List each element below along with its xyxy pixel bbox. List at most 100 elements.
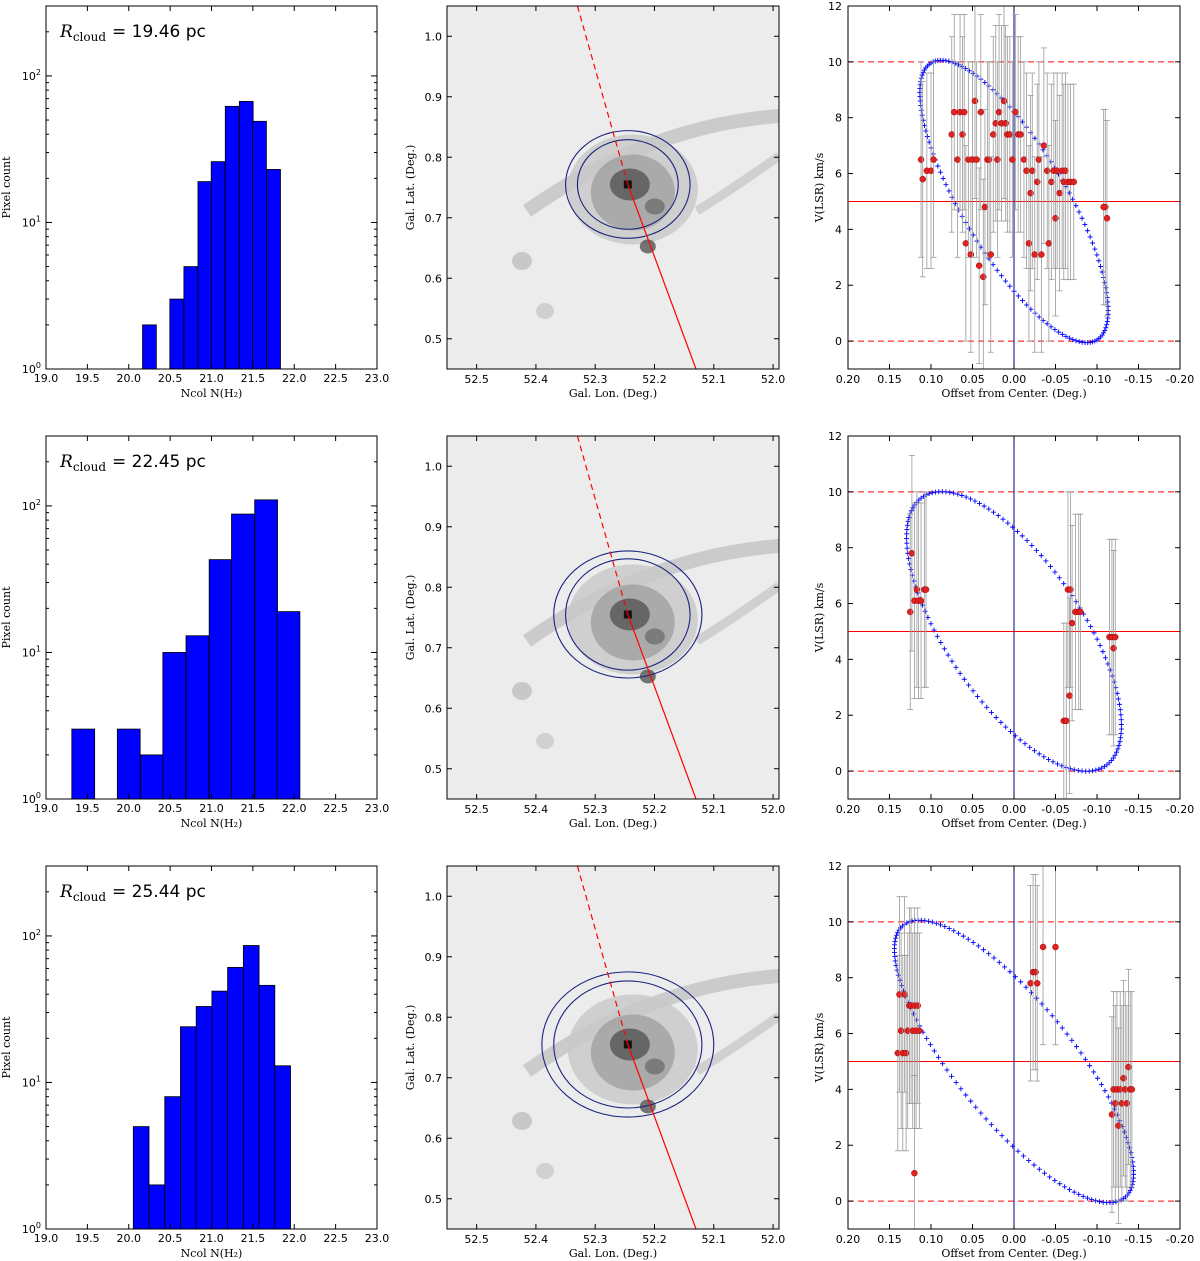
y-tick-label: 6 <box>835 598 842 611</box>
ellipse-marker <box>943 489 949 495</box>
ellipse-marker <box>1047 1174 1053 1180</box>
data-point <box>930 156 937 163</box>
data-point <box>1062 167 1069 174</box>
data-point <box>977 108 985 116</box>
ellipse-marker <box>994 1127 1000 1133</box>
ellipse-marker <box>1015 293 1021 299</box>
ellipse-marker <box>1118 726 1124 732</box>
x-tick-label: 0.15 <box>877 803 902 816</box>
ellipse-marker <box>1052 327 1058 333</box>
ellipse-marker <box>935 1054 941 1060</box>
panel-1-1: 19.0 19.5 20.0 20.5 21.0 21.5 22.0 22.5 23.0 100 1… <box>0 5 389 400</box>
y-tick-label: 0 <box>835 335 842 348</box>
x-tick-label: -0.10 <box>1083 803 1111 816</box>
filament <box>694 582 779 645</box>
ellipse-marker <box>1116 742 1122 748</box>
ellipse-marker <box>1118 730 1124 736</box>
ellipse-marker <box>1038 553 1044 559</box>
y-tick-label: 8 <box>835 112 842 125</box>
histogram-bar <box>252 120 267 370</box>
x-tick-label: 23.0 <box>365 802 390 815</box>
histogram-bar <box>266 169 281 370</box>
ellipse-marker <box>1129 1182 1135 1188</box>
ellipse-marker <box>973 1104 979 1110</box>
ellipse-marker <box>1115 696 1121 702</box>
axes-frame <box>446 865 780 1230</box>
ellipse-marker <box>932 58 938 64</box>
data-point <box>1120 1074 1127 1082</box>
x-tick-label: 20.0 <box>117 1232 142 1245</box>
ellipse-marker <box>994 267 1000 273</box>
data-point <box>1067 586 1074 593</box>
ellipse-marker <box>940 175 946 181</box>
data-point <box>992 120 999 127</box>
data-point <box>1100 203 1107 211</box>
ellipse-marker <box>1026 1158 1032 1164</box>
ellipse-marker <box>1078 1050 1084 1056</box>
x-tick-label: 52.3 <box>583 373 608 386</box>
cut-line-solid <box>627 184 697 369</box>
ellipse-marker <box>1034 995 1040 1001</box>
histogram-bar <box>162 652 187 800</box>
ellipse-marker <box>1116 701 1122 707</box>
ellipse-marker <box>1098 1082 1104 1088</box>
ellipse-marker <box>908 567 914 573</box>
ellipse-marker <box>929 919 935 925</box>
ellipse-marker <box>1059 1025 1065 1031</box>
histogram-bar <box>180 1026 197 1230</box>
ellipse-marker <box>960 933 966 939</box>
x-tick-label: 19.5 <box>75 802 100 815</box>
ellipse-marker <box>975 693 981 699</box>
cut-line-solid <box>627 1044 697 1229</box>
ellipse-marker <box>1022 741 1028 747</box>
data-point <box>902 1049 910 1057</box>
filament <box>694 1012 779 1075</box>
ellipse-marker <box>1114 1112 1120 1118</box>
ellipse-marker <box>1092 338 1098 344</box>
y-axis-label: Pixel count <box>0 1016 13 1079</box>
emission-blob <box>512 252 532 270</box>
ellipse-marker <box>1098 263 1104 269</box>
data-point <box>1029 167 1036 174</box>
y-tick-label: 102 <box>22 928 41 943</box>
data-point <box>1009 156 1016 163</box>
ellipse-marker <box>906 515 912 521</box>
ellipse-marker <box>943 182 949 188</box>
data-point <box>1031 251 1038 258</box>
ellipse-marker <box>1097 1199 1103 1205</box>
x-axis-label: Gal. Lon. (Deg.) <box>569 817 657 830</box>
ellipse-marker <box>986 506 992 512</box>
ellipse-marker <box>979 699 985 705</box>
histogram-bar <box>132 1126 150 1230</box>
data-point <box>1077 608 1084 616</box>
ellipse-marker <box>1020 298 1026 304</box>
ellipse-marker <box>1067 766 1073 772</box>
ellipse-marker <box>942 924 948 930</box>
data-point <box>994 156 1001 163</box>
x-tick-label: -0.15 <box>1124 803 1152 816</box>
rcloud-annotation: Rcloud = 25.44 pc <box>59 882 206 904</box>
emission-blob <box>536 303 554 319</box>
ellipse-marker <box>981 503 987 509</box>
ellipse-marker <box>970 939 976 945</box>
y-tick-label: 1.0 <box>425 460 443 473</box>
ellipse-marker <box>1032 135 1038 141</box>
data-point <box>980 273 987 281</box>
ellipse-marker <box>1093 1198 1099 1204</box>
image-area <box>447 436 779 799</box>
plot-area <box>848 866 1180 1229</box>
ellipse-marker <box>1024 302 1030 308</box>
data-point <box>981 203 989 211</box>
ellipse-marker <box>1095 1075 1101 1081</box>
ellipse-marker <box>1023 984 1029 990</box>
ellipse-marker <box>904 531 910 537</box>
y-tick-label: 0 <box>835 765 842 778</box>
ellipse-marker <box>1041 754 1047 760</box>
histogram-bar <box>169 298 185 370</box>
ellipse-marker <box>1057 1181 1063 1187</box>
x-tick-label: -0.20 <box>1166 373 1194 386</box>
cut-line-dashed <box>576 6 629 185</box>
x-tick-label: 19.0 <box>34 1232 59 1245</box>
ellipse-marker <box>917 98 923 104</box>
ellipse-marker <box>1018 979 1024 985</box>
